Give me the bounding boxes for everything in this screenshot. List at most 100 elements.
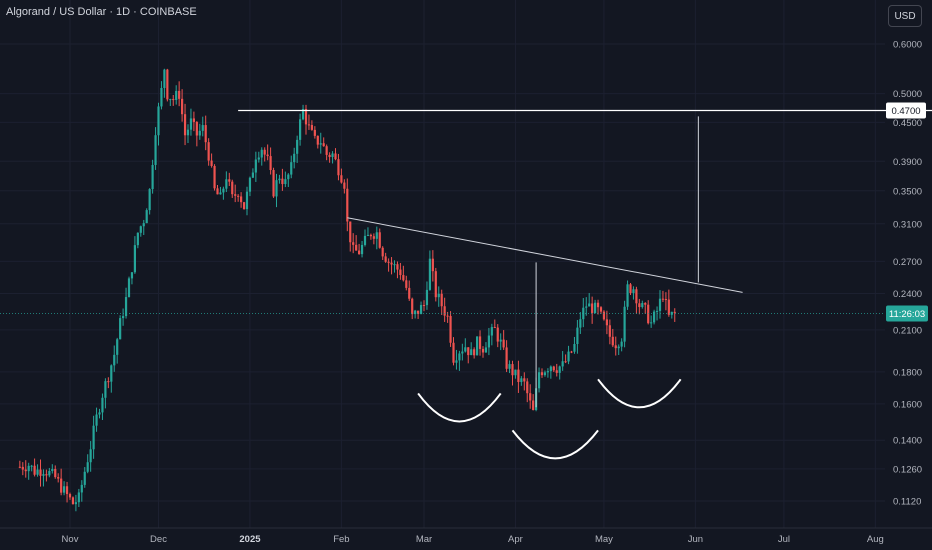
candle-body bbox=[325, 146, 328, 155]
candle-body bbox=[346, 188, 349, 222]
chart-grid bbox=[0, 0, 885, 528]
head-arc[interactable] bbox=[511, 429, 599, 460]
candle-body bbox=[546, 371, 549, 373]
neckline-trendline[interactable] bbox=[347, 217, 743, 293]
candle-body bbox=[381, 247, 384, 257]
candle-body bbox=[304, 108, 308, 125]
candle-body bbox=[272, 170, 275, 197]
candle-body bbox=[667, 299, 670, 315]
candle-body bbox=[473, 349, 476, 356]
candle-body bbox=[505, 347, 508, 369]
candle-body bbox=[493, 327, 496, 329]
candle-body bbox=[48, 470, 51, 476]
candle-body bbox=[641, 303, 644, 308]
candle-body bbox=[33, 465, 36, 475]
candle-body bbox=[499, 339, 502, 342]
axis-price-labels: 0.4700 11:26:03 bbox=[886, 102, 928, 322]
candle-body bbox=[591, 303, 594, 314]
candle-body bbox=[145, 210, 148, 224]
price-axis[interactable]: 0.6000 0.5000 0.4500 0.3900 0.3500 0.3100 0.27… bbox=[893, 40, 922, 508]
candle-body bbox=[92, 425, 95, 450]
candle-body bbox=[183, 114, 187, 136]
candle-body bbox=[231, 181, 234, 195]
candle-body bbox=[529, 393, 532, 401]
candle-body bbox=[216, 188, 219, 195]
x-tick-label: Feb bbox=[333, 534, 349, 545]
candle-body bbox=[27, 465, 30, 472]
x-tick-label: Dec bbox=[150, 534, 167, 545]
candle-body bbox=[573, 344, 576, 352]
candle-body bbox=[80, 484, 83, 493]
candle-body bbox=[360, 244, 364, 255]
candle-body bbox=[89, 449, 92, 463]
candle-body bbox=[490, 327, 493, 336]
candle-body bbox=[476, 336, 479, 356]
candle-body bbox=[626, 284, 629, 307]
candle-body bbox=[104, 381, 107, 398]
candle-body bbox=[293, 153, 296, 163]
candle-body bbox=[65, 486, 69, 495]
candle-body bbox=[299, 119, 302, 140]
candle-body bbox=[260, 149, 263, 158]
candle-body bbox=[77, 492, 80, 503]
candle-body bbox=[455, 360, 458, 363]
candle-body bbox=[322, 143, 325, 147]
candle-body bbox=[464, 347, 467, 352]
candle-body bbox=[425, 289, 429, 306]
candle-body bbox=[74, 502, 77, 505]
candle-body bbox=[402, 275, 405, 281]
candle-body bbox=[461, 351, 464, 354]
candle-body bbox=[251, 172, 254, 178]
x-tick-label: Apr bbox=[508, 534, 523, 545]
candle-body bbox=[399, 269, 402, 276]
candle-body bbox=[263, 149, 266, 155]
candle-body bbox=[101, 397, 104, 413]
y-tick-label: 0.1400 bbox=[893, 436, 922, 447]
candle-body bbox=[599, 307, 603, 312]
candle-body bbox=[287, 174, 290, 180]
x-tick-label: Jun bbox=[688, 534, 703, 545]
candle-body bbox=[481, 348, 485, 353]
candle-body bbox=[234, 194, 237, 196]
x-tick-label: Mar bbox=[416, 534, 432, 545]
candle-body bbox=[458, 353, 461, 361]
candle-body bbox=[384, 256, 387, 262]
time-axis[interactable]: Nov Dec 2025 Feb Mar Apr May Jun Jul Aug bbox=[0, 527, 932, 545]
candle-body bbox=[21, 466, 24, 470]
candle-body bbox=[555, 370, 558, 373]
candle-body bbox=[316, 135, 319, 145]
left-shoulder-arc[interactable] bbox=[417, 392, 502, 423]
currency-button[interactable]: USD bbox=[888, 5, 922, 27]
y-tick-label: 0.1120 bbox=[893, 497, 921, 508]
candle-body bbox=[110, 365, 113, 382]
right-shoulder-arc[interactable] bbox=[597, 378, 682, 409]
x-tick-label: Jul bbox=[778, 534, 790, 545]
candle-body bbox=[414, 310, 417, 315]
price-label-badge bbox=[886, 102, 926, 119]
candle-body bbox=[192, 118, 195, 122]
candle-body bbox=[514, 369, 517, 376]
candle-body bbox=[83, 471, 86, 485]
candle-body bbox=[163, 69, 166, 88]
candle-body bbox=[440, 293, 443, 307]
candle-body bbox=[605, 319, 608, 326]
candle-body bbox=[511, 364, 514, 376]
countdown-text: 11:26:03 bbox=[889, 309, 925, 320]
candle-body bbox=[564, 361, 567, 363]
candle-body bbox=[352, 242, 355, 245]
candle-body bbox=[24, 469, 27, 472]
candle-body bbox=[169, 99, 172, 101]
x-tick-label: May bbox=[595, 534, 613, 545]
candle-body bbox=[532, 400, 535, 411]
candle-body bbox=[319, 143, 322, 145]
candle-body bbox=[86, 462, 89, 472]
candle-body bbox=[487, 335, 490, 348]
y-tick-label: 0.6000 bbox=[893, 40, 922, 51]
candle-body bbox=[210, 160, 213, 166]
candle-body bbox=[508, 364, 511, 369]
candle-body bbox=[281, 178, 284, 185]
candle-body bbox=[60, 478, 63, 493]
candle-body bbox=[419, 305, 423, 315]
candle-body bbox=[355, 244, 358, 251]
